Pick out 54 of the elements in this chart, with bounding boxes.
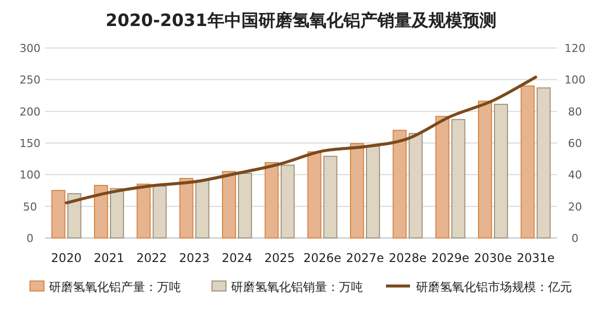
- bar: [94, 184, 108, 238]
- legend-label: 研磨氢氧化铝市场规模：亿元: [416, 280, 572, 294]
- bar: [350, 143, 364, 238]
- x-tick-label: 2025: [264, 251, 295, 265]
- y2-tick-label: 120: [564, 42, 586, 55]
- bar: [110, 188, 124, 238]
- bar: [307, 151, 322, 238]
- x-tick-label: 2028e: [388, 251, 427, 265]
- bar: [494, 104, 508, 238]
- bar: [392, 130, 407, 238]
- y2-tick-label: 20: [568, 200, 582, 214]
- bar: [478, 100, 492, 238]
- y2-tick-label: 40: [568, 168, 582, 182]
- x-tick-label: 2030e: [474, 251, 512, 265]
- y2-tick-label: 100: [564, 74, 586, 87]
- y-tick-label: 0: [26, 232, 34, 245]
- y2-tick-label: 60: [568, 137, 582, 150]
- x-tick-label: 2023: [179, 251, 210, 265]
- y2-tick-label: 0: [572, 232, 578, 245]
- y-tick-label: 100: [20, 168, 40, 182]
- bar: [536, 87, 551, 238]
- x-tick-label: 2029e: [431, 251, 470, 265]
- y2-tick-label: 80: [568, 105, 582, 118]
- bar: [451, 119, 466, 238]
- bar: [136, 184, 151, 238]
- bar: [408, 133, 423, 238]
- bar: [222, 171, 236, 238]
- x-tick-label: 2021: [94, 251, 124, 265]
- bar: [280, 164, 295, 238]
- x-tick-label: 2022: [136, 251, 167, 265]
- bar: [238, 172, 252, 238]
- chart-title: 2020-2031年中国研磨氢氧化铝产销量及规模预测: [106, 11, 496, 31]
- bar: [51, 190, 66, 238]
- x-tick-label: 2026e: [303, 251, 342, 265]
- y-tick-label: 200: [20, 105, 40, 118]
- y-tick-label: 150: [20, 137, 40, 150]
- bar: [264, 162, 279, 238]
- x-tick-label: 2027e: [346, 251, 384, 265]
- legend-label: 研磨氢氧化铝销量：万吨: [231, 280, 363, 294]
- x-tick-label: 2020: [51, 251, 82, 265]
- bar: [179, 178, 194, 238]
- bar: [435, 116, 450, 238]
- bar: [520, 86, 535, 238]
- y-tick-label: 300: [20, 42, 40, 55]
- bar: [323, 156, 338, 238]
- bar: [67, 193, 82, 238]
- bar: [195, 180, 210, 238]
- legend-label: 研磨氢氧化铝产量：万吨: [49, 280, 181, 294]
- y-tick-label: 250: [20, 74, 40, 87]
- x-tick-label: 2031e: [516, 251, 555, 265]
- bar: [152, 186, 167, 238]
- x-tick-label: 2024: [222, 251, 252, 265]
- y-tick-label: 50: [23, 200, 37, 214]
- bar: [366, 146, 380, 238]
